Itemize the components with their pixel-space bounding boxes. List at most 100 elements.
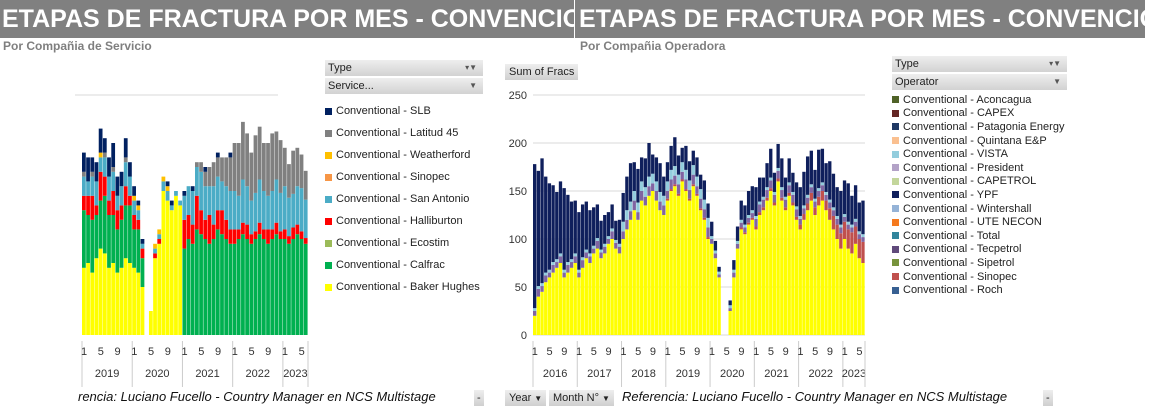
scroll-button-left[interactable]: - <box>474 390 484 406</box>
legend-item[interactable]: Conventional - Halliburton <box>325 210 483 232</box>
bar-segment <box>241 222 245 235</box>
sum-of-fracs-button[interactable]: Sum of Fracs <box>505 64 579 80</box>
bar-segment <box>651 183 655 191</box>
bar-segment <box>595 204 600 239</box>
bar-segment <box>136 200 141 206</box>
bar-segment <box>732 272 736 278</box>
bar-segment <box>540 283 544 287</box>
bar-segment <box>794 206 799 210</box>
bar-segment <box>282 229 287 239</box>
bar-segment <box>676 155 681 175</box>
bar-segment <box>199 210 203 235</box>
bar-segment <box>207 243 212 335</box>
legend-label: Conventional - Sipetrol <box>903 256 1015 269</box>
legend-item[interactable]: Conventional - UTE NECON <box>892 215 1067 229</box>
bar-segment <box>115 229 120 273</box>
bar-segment <box>236 229 241 239</box>
bar-segment <box>776 170 780 179</box>
legend-item[interactable]: Conventional - Aconcagua <box>892 93 1067 107</box>
legend-item[interactable]: Conventional - CAPEX <box>892 107 1067 121</box>
legend-item[interactable]: Conventional - Sipetrol <box>892 256 1067 270</box>
bar-segment <box>824 210 828 335</box>
bar-segment <box>119 267 124 335</box>
bar-segment <box>787 182 791 186</box>
bar-segment <box>123 258 128 335</box>
month-tick-label: 1 <box>620 346 626 358</box>
bar-segment <box>128 195 132 206</box>
bar-segment <box>569 201 574 260</box>
bar-segment <box>182 219 187 249</box>
legend-item[interactable]: Conventional - Patagonia Energy <box>892 120 1067 134</box>
bar-segment <box>809 184 813 188</box>
legend-item[interactable]: Conventional - Roch <box>892 283 1067 297</box>
legend-item[interactable]: Conventional - Wintershall <box>892 202 1067 216</box>
month-tick-label: 5 <box>812 346 818 358</box>
legend-item[interactable]: Conventional - Baker Hughes <box>325 276 483 298</box>
bar-segment <box>562 277 566 335</box>
bar-segment <box>577 269 581 273</box>
bar-segment <box>123 157 128 163</box>
legend-item[interactable]: Conventional - Quintana E&P <box>892 134 1067 148</box>
bar-segment <box>780 190 784 198</box>
legend-item[interactable]: Conventional - Sinopec <box>892 270 1067 284</box>
legend-item[interactable]: Conventional - Sinopec <box>325 166 483 188</box>
bar-segment <box>713 250 718 254</box>
legend-label: Conventional - Total <box>903 229 1001 242</box>
bar-segment <box>261 239 266 335</box>
bar-segment <box>772 205 777 335</box>
year-tick-label: 2022 <box>808 368 832 380</box>
bar-segment <box>90 171 95 177</box>
operator-field-button[interactable]: Operator ▼ <box>892 74 1067 90</box>
legend-item[interactable]: Conventional - Calfrac <box>325 254 483 276</box>
legend-item[interactable]: Conventional - Latitud 45 <box>325 122 483 144</box>
bar-segment <box>580 257 585 261</box>
year-tick-label: 2019 <box>95 368 119 380</box>
bar-segment <box>245 133 249 187</box>
month-field-button[interactable]: Month N° ▼ <box>549 390 614 406</box>
legend-item[interactable]: Conventional - YPF <box>892 188 1067 202</box>
right-title-banner: ETAPAS DE FRACTURA POR MES - CONVENCIONA… <box>575 0 1145 38</box>
scroll-button-right[interactable]: - <box>1043 390 1053 406</box>
bar-segment <box>831 229 836 335</box>
type-filter-button[interactable]: Type ▾▼ <box>325 60 483 76</box>
year-field-button[interactable]: Year ▼ <box>505 390 547 406</box>
legend-item[interactable]: Conventional - President <box>892 161 1067 175</box>
month-tick-label: 9 <box>215 346 221 358</box>
month-tick-label: 5 <box>856 346 862 358</box>
bar-segment <box>569 259 574 263</box>
type-filter-button[interactable]: Type ▾▼ <box>892 56 1067 72</box>
bar-segment <box>695 193 699 196</box>
legend-item[interactable]: Conventional - SLB <box>325 100 483 122</box>
legend-swatch-icon <box>325 239 332 247</box>
legend-label: Conventional - Baker Hughes <box>336 281 480 293</box>
bar-segment <box>291 150 296 194</box>
bar-segment <box>82 195 86 211</box>
service-field-button[interactable]: Service... ▼ <box>325 78 483 94</box>
legend-item[interactable]: Conventional - Tecpetrol <box>892 243 1067 257</box>
bar-segment <box>680 181 684 335</box>
month-tick-label: 9 <box>115 346 121 358</box>
bar-segment <box>266 229 270 244</box>
bar-segment <box>835 187 839 216</box>
legend-item[interactable]: Conventional - San Antonio <box>325 188 483 210</box>
legend-item[interactable]: Conventional - CAPETROL <box>892 175 1067 189</box>
bar-segment <box>190 191 195 225</box>
bar-segment <box>128 263 132 335</box>
bar-segment <box>178 205 183 335</box>
bar-segment <box>676 193 681 196</box>
legend-item[interactable]: Conventional - VISTA <box>892 147 1067 161</box>
legend-item[interactable]: Conventional - Total <box>892 229 1067 243</box>
bar-segment <box>569 267 574 335</box>
bar-segment <box>746 217 751 223</box>
legend-item[interactable]: Conventional - Weatherford <box>325 144 483 166</box>
legend-item[interactable]: Conventional - Ecostim <box>325 232 483 254</box>
bar-segment <box>699 210 703 335</box>
bar-segment <box>794 216 799 220</box>
bar-segment <box>90 195 95 220</box>
bar-segment <box>850 253 854 335</box>
bar-segment <box>257 234 262 335</box>
bar-segment <box>831 207 836 211</box>
bar-segment <box>839 248 843 335</box>
bar-segment <box>665 181 670 191</box>
